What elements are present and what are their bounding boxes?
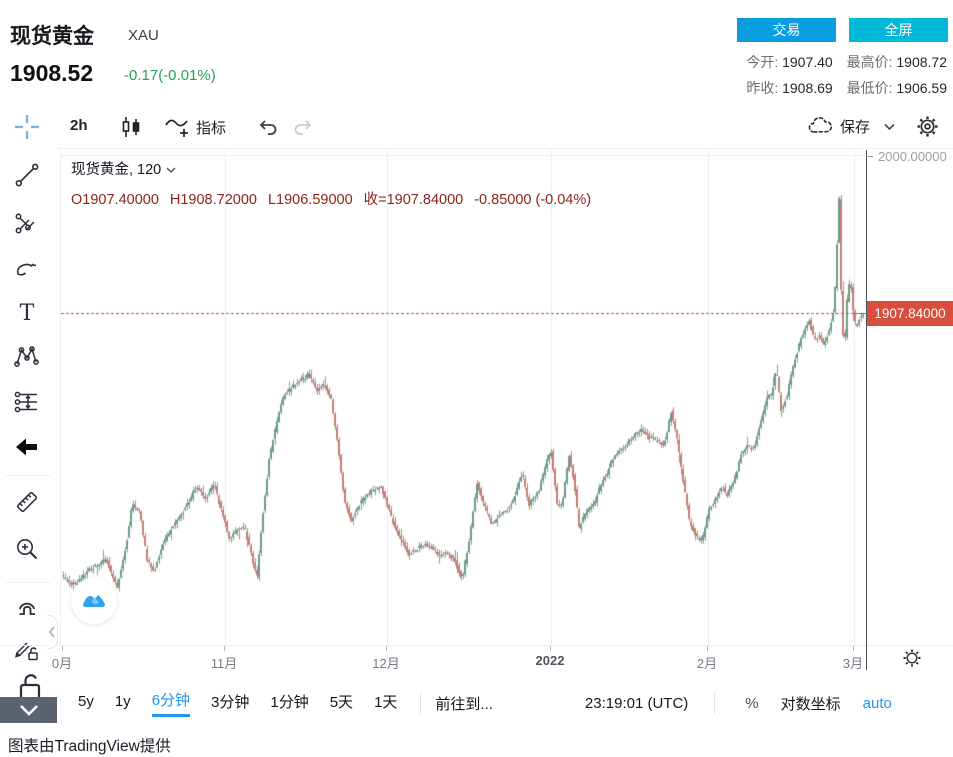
trend-line-icon[interactable] xyxy=(13,161,43,191)
bottom-toolbar: 5y 1y 6分钟 3分钟 1分钟 5天 1天 前往到... 23:19:01 (UTC) … xyxy=(0,678,953,728)
trade-button[interactable]: 交易 xyxy=(737,18,836,42)
range-3分钟[interactable]: 3分钟 xyxy=(211,693,250,711)
sidebar-separator xyxy=(5,475,51,476)
save-button[interactable]: 保存 xyxy=(806,114,870,138)
ruler-icon[interactable] xyxy=(13,488,43,518)
divider xyxy=(420,692,422,714)
sidebar-separator xyxy=(5,582,51,583)
open-label: 今开: xyxy=(746,54,779,70)
high-value: 1908.72 xyxy=(896,54,947,70)
stats-row-2: 昨收: 1908.69 最低价: 1906.59 xyxy=(746,78,947,98)
current-price-tag: 1907.84000 xyxy=(867,301,953,326)
indicators-label: 指标 xyxy=(196,119,227,137)
last-price: 1908.52 xyxy=(10,60,94,86)
range-selector: 5y 1y 6分钟 3分钟 1分钟 5天 1天 xyxy=(78,689,418,717)
legend-symbol-interval: 现货黄金, 120 xyxy=(71,162,162,178)
symbol-code: XAU xyxy=(128,27,159,44)
x-axis-tick xyxy=(386,646,387,651)
stats-row-1: 今开: 1907.40 最高价: 1908.72 xyxy=(746,52,947,72)
chart-toolbar: 2h 指标 xyxy=(0,105,953,149)
arrow-left-icon[interactable] xyxy=(13,433,43,463)
indicator-icon xyxy=(163,114,191,140)
y-axis-tick xyxy=(866,156,873,157)
x-axis-label: 2月 xyxy=(696,656,718,671)
prev-close-label: 昨收: xyxy=(746,80,779,96)
x-axis-label: 3月 xyxy=(842,656,864,671)
low-value: 1906.59 xyxy=(896,80,947,96)
chart-legend: 现货黄金, 120 O1907.40000 H1908.72000 L1906.59… xyxy=(71,158,602,209)
svg-text:T: T xyxy=(20,301,35,326)
price-axis[interactable] xyxy=(866,150,867,670)
provider-logo[interactable] xyxy=(71,578,117,624)
legend-title[interactable]: 现货黄金, 120 xyxy=(71,158,602,179)
drawing-lock-icon[interactable] xyxy=(13,635,43,665)
legend-low: L1906.59000 xyxy=(267,192,353,208)
brush-icon[interactable] xyxy=(13,255,43,285)
candlestick-canvas[interactable] xyxy=(61,150,867,645)
legend-change: -0.85000 (-0.04%) xyxy=(474,192,592,208)
zoom-in-icon[interactable] xyxy=(13,535,43,565)
text-tool-icon[interactable]: T xyxy=(13,299,43,329)
settings-gear-icon[interactable] xyxy=(914,113,941,140)
time-axis[interactable]: 0月 11月 12月 2022 2月 3月 xyxy=(0,645,953,678)
x-axis-label: 0月 xyxy=(51,656,73,671)
provider-attribution[interactable]: 图表由TradingView提供 xyxy=(8,738,171,755)
redo-button[interactable] xyxy=(291,115,315,139)
price-change: -0.17(-0.01%) xyxy=(124,67,216,84)
cloud-icon xyxy=(806,114,836,138)
xabcd-pattern-icon[interactable] xyxy=(13,343,43,373)
y-axis-label: 2000.00000 xyxy=(878,149,947,164)
collapse-panel-button[interactable] xyxy=(0,697,57,723)
x-axis-label: 11月 xyxy=(210,656,238,671)
crosshair-icon[interactable] xyxy=(13,113,43,143)
x-axis-tick xyxy=(62,646,63,651)
chevron-down-icon xyxy=(166,166,176,173)
projection-tool-icon[interactable] xyxy=(13,388,43,418)
log-scale-button[interactable]: 对数坐标 xyxy=(780,695,841,713)
goto-date-button[interactable]: 前往到... xyxy=(435,695,493,713)
chevron-down-icon xyxy=(19,705,38,716)
legend-open: O1907.40000 xyxy=(71,192,159,208)
x-axis-tick xyxy=(853,646,854,651)
range-1y[interactable]: 1y xyxy=(114,692,131,710)
symbol-name: 现货黄金 xyxy=(10,25,94,48)
legend-ohlc-values: O1907.40000 H1908.72000 L1906.59000 收=1907.… xyxy=(71,188,602,209)
indicators-button[interactable]: 指标 xyxy=(163,114,226,140)
legend-high: H1908.72000 xyxy=(169,192,257,208)
prev-close-value: 1908.69 xyxy=(782,80,833,96)
low-label: 最低价: xyxy=(846,80,893,96)
divider xyxy=(714,692,716,714)
x-axis-label: 2022 xyxy=(535,653,565,668)
axis-settings-gear-icon[interactable] xyxy=(901,647,923,674)
magnet-icon[interactable] xyxy=(13,592,43,622)
high-label: 最高价: xyxy=(846,54,893,70)
current-price-tick xyxy=(859,313,867,314)
range-6分钟[interactable]: 6分钟 xyxy=(151,689,191,717)
x-axis-tick xyxy=(550,646,551,651)
legend-close: 收=1907.84000 xyxy=(363,192,464,208)
chevron-left-icon xyxy=(48,626,55,638)
open-value: 1907.40 xyxy=(782,54,833,70)
x-axis-label: 12月 xyxy=(372,656,400,671)
fullscreen-button[interactable]: 全屏 xyxy=(849,18,948,42)
candlestick-style-icon[interactable] xyxy=(118,114,144,140)
auto-scale-button[interactable]: auto xyxy=(862,694,892,712)
gann-fib-tools-icon[interactable] xyxy=(13,209,43,239)
undo-button[interactable] xyxy=(256,115,280,139)
x-axis-tick xyxy=(224,646,225,651)
clock-utc[interactable]: 23:19:01 (UTC) xyxy=(584,694,689,712)
x-axis-tick xyxy=(707,646,708,651)
interval-button[interactable]: 2h xyxy=(70,117,88,134)
range-5天[interactable]: 5天 xyxy=(329,693,354,711)
save-menu-chevron-icon[interactable] xyxy=(884,123,895,131)
range-5y[interactable]: 5y xyxy=(78,692,94,710)
range-1天[interactable]: 1天 xyxy=(374,693,398,711)
percent-scale-button[interactable]: % xyxy=(745,694,759,712)
save-label: 保存 xyxy=(840,118,871,136)
range-1分钟[interactable]: 1分钟 xyxy=(270,693,309,711)
chart-pane: 现货黄金, 120 O1907.40000 H1908.72000 L1906.59… xyxy=(60,150,867,645)
sidebar-collapse-handle[interactable] xyxy=(47,615,58,649)
